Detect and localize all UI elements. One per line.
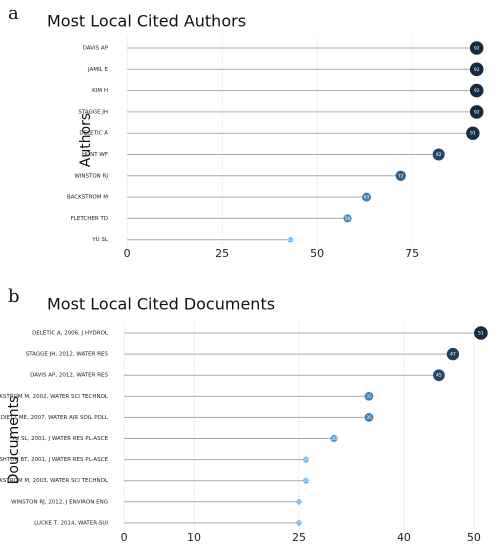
dot [466,126,480,140]
x-tick-label: 40 [397,531,411,544]
category-label: DAVIS AP, 2012, WATER RES [30,373,108,379]
x-tick-label: 25 [215,247,229,260]
category-label: DELETIC A, 2006, J HYDROL [32,331,109,337]
dot [469,83,484,98]
category-label: BACKSTROM M, 2002, WATER SCI TECHNOL [0,394,109,400]
value-label: 92 [474,109,480,115]
dot [296,520,302,526]
value-label: 58 [345,216,351,222]
x-tick-label: 0 [121,531,128,544]
value-label: 25 [296,520,302,526]
category-label: STAGGE JH, 2012, WATER RES [26,352,109,358]
panel-letter: a [8,3,19,24]
category-label: DELETIC A [79,131,108,137]
category-label: BACKSTROM M, 2003, WATER SCI TECHNOL [0,478,109,484]
dot [469,62,484,77]
category-label: DIETZ ME, 2007, WATER AIR SOIL POLL [1,415,109,421]
category-label: RUSHTON BT, 2001, J WATER RES PL-ASCE [0,457,109,463]
dot [469,105,484,119]
value-label: 92 [474,46,480,52]
value-label: 30 [331,436,337,442]
dot [362,192,371,202]
dot [343,214,352,223]
value-label: 35 [366,415,372,421]
value-label: 45 [436,373,442,379]
y-axis-label: Doucuments [6,396,22,485]
value-label: 72 [398,173,404,179]
category-label: WINSTON RJ [74,173,108,179]
y-axis-label: Authors [78,113,94,167]
category-label: KIM H [92,88,108,94]
value-label: 43 [288,237,294,243]
value-label: 26 [303,457,309,463]
chart-title: Most Local Cited Authors [47,12,246,31]
x-tick-label: 50 [467,531,481,544]
category-label: DAVIS AP [83,46,109,52]
dot [287,236,294,243]
dot [432,148,445,161]
value-label: 47 [450,352,456,358]
category-label: HUNT WF [82,152,108,158]
value-label: 35 [366,394,372,400]
category-label: FLETCHER TD [71,216,108,222]
x-tick-label: 0 [124,247,131,260]
x-tick-label: 25 [292,531,306,544]
dot [433,369,445,382]
category-label: WINSTON RJ, 2012, J ENVIRON ENG [11,499,108,505]
category-label: JAMIL E [87,67,108,73]
x-tick-label: 10 [187,531,201,544]
category-label: BACKSTROM M [67,195,108,201]
dot [364,391,374,401]
dot [296,499,302,505]
category-label: YU SL, 2001, J WATER RES PL-ASCE [11,436,109,442]
value-label: 92 [474,67,480,73]
value-label: 63 [364,195,370,201]
dot [330,434,338,443]
category-label: LUCKE T, 2014, WATER-SUI [34,520,108,526]
dot [469,41,484,55]
dot [303,456,309,463]
panel-letter: b [8,286,20,307]
dot [446,347,460,361]
dot [364,413,374,422]
value-label: 91 [470,131,476,137]
value-label: 82 [436,152,442,158]
value-label: 26 [303,478,309,484]
x-tick-label: 75 [405,247,419,260]
value-label: 51 [478,331,484,337]
dot [303,477,309,484]
value-label: 25 [296,499,302,505]
x-tick-label: 50 [310,247,324,260]
value-label: 92 [474,88,480,94]
dot [474,326,488,340]
chart-title: Most Local Cited Documents [47,295,275,314]
category-label: YU SL [91,237,109,243]
dot [395,170,406,181]
category-label: STAGGE JH [78,109,108,115]
